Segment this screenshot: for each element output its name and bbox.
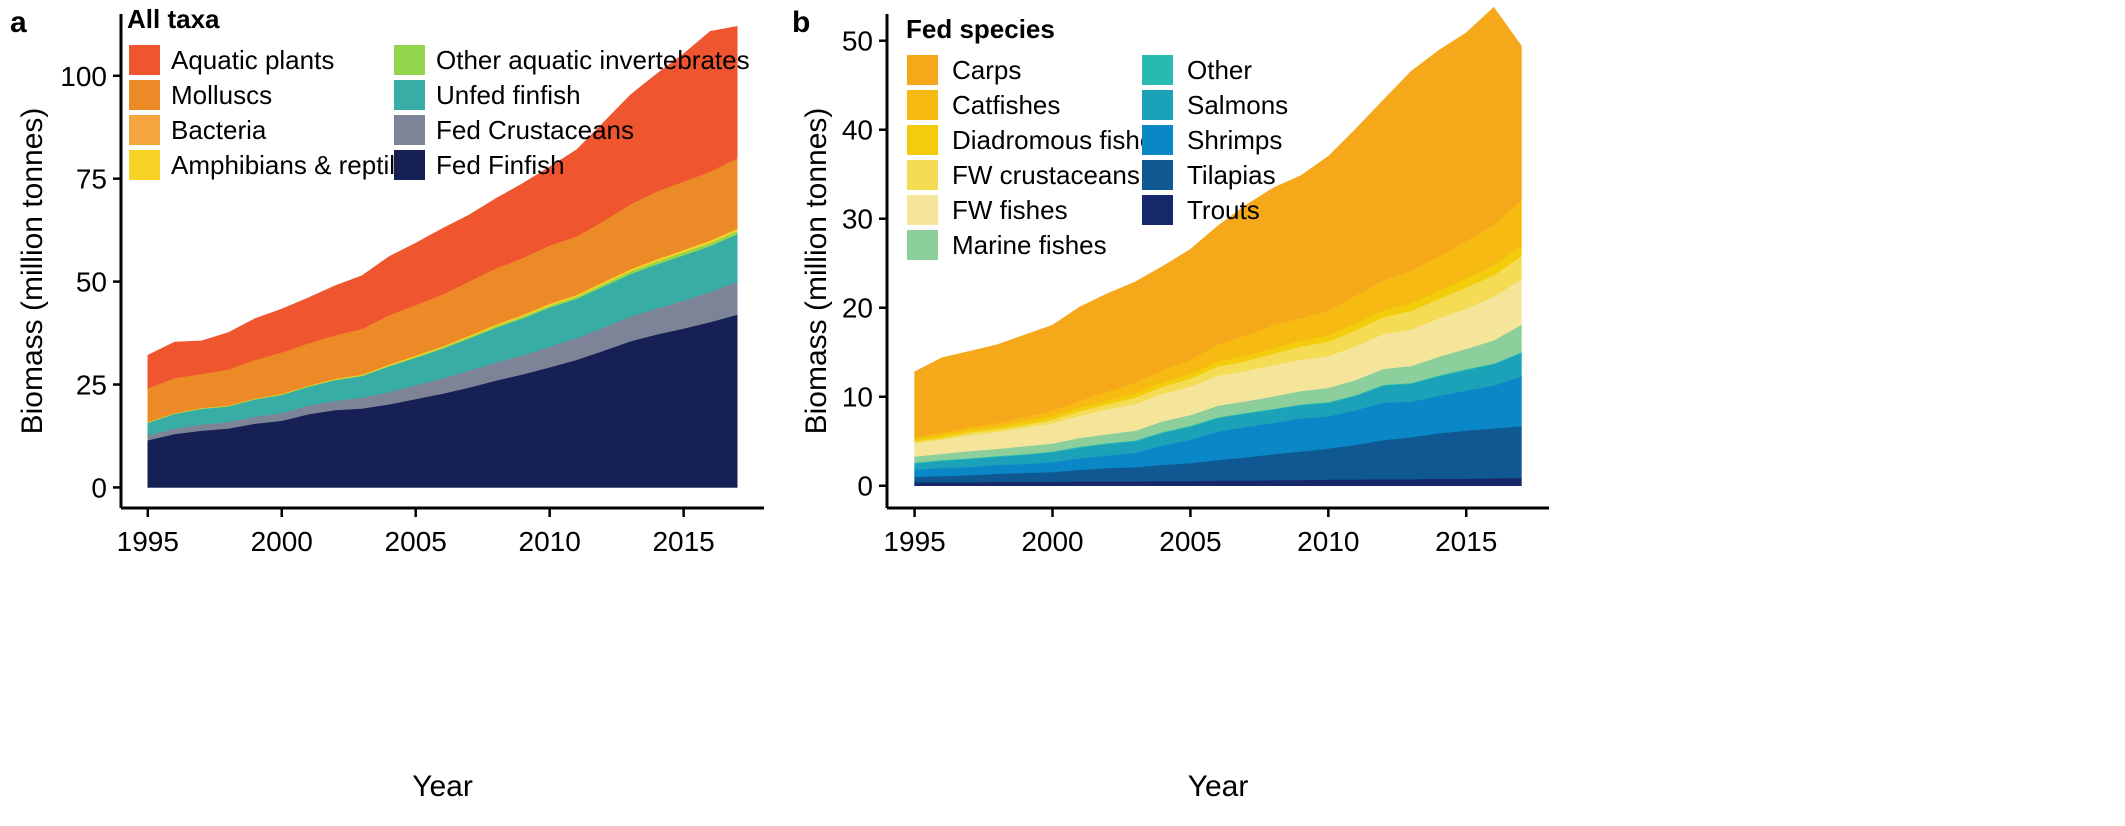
x-tick-label: 1995	[883, 526, 945, 557]
legend-swatch	[1142, 55, 1173, 85]
legend-swatch	[394, 80, 425, 110]
legend-swatch	[129, 115, 160, 145]
legend-swatch	[1142, 90, 1173, 120]
y-tick-label: 0	[857, 471, 873, 502]
legend-label: Carps	[952, 55, 1021, 85]
legend-title: All taxa	[127, 4, 220, 34]
x-tick-label: 2010	[1297, 526, 1359, 557]
x-tick-label: 2015	[1435, 526, 1497, 557]
legend-label: FW crustaceans	[952, 160, 1140, 190]
panel-letter: a	[10, 6, 27, 39]
legend-swatch	[907, 90, 938, 120]
panel-a: 0 25 50 75 100 1995 2000 2005 2010 2015 Year Biomas…	[10, 4, 764, 803]
y-tick-label: 100	[60, 61, 107, 92]
panel-b: 0 10 20 30 40 50 1995 2000 2005 2010 2015 Year Bioma…	[792, 6, 1549, 803]
legend-label: Shrimps	[1187, 125, 1282, 155]
panel-letter: b	[792, 6, 810, 39]
y-tick-label: 50	[76, 267, 107, 298]
legend: All taxa Aquatic plants Molluscs Bacteria Am…	[127, 4, 750, 180]
legend-label: Other	[1187, 55, 1252, 85]
legend-swatch	[394, 115, 425, 145]
x-tick-label: 2005	[385, 526, 447, 557]
legend-swatch	[394, 150, 425, 180]
legend-swatch	[1142, 160, 1173, 190]
legend-label: FW fishes	[952, 195, 1068, 225]
legend-swatch	[907, 195, 938, 225]
legend-label: Marine fishes	[952, 230, 1107, 260]
y-tick-label: 0	[91, 472, 107, 503]
legend-swatch	[907, 55, 938, 85]
legend-item-shrimps: Shrimps	[1142, 125, 1282, 155]
legend-swatch	[394, 45, 425, 75]
y-tick-label: 75	[76, 164, 107, 195]
y-axis-title: Biomass (million tonnes)	[800, 108, 833, 435]
legend-label: Diadromous fishes	[952, 125, 1167, 155]
legend-label: Fed Crustaceans	[436, 115, 634, 145]
legend-swatch	[1142, 195, 1173, 225]
legend-label: Aquatic plants	[171, 45, 334, 75]
legend-item-other-aquatic-invertebrates: Other aquatic invertebrates	[394, 45, 750, 75]
legend-item-salmons: Salmons	[1142, 90, 1288, 120]
legend-label: Catfishes	[952, 90, 1060, 120]
legend-label: Other aquatic invertebrates	[436, 45, 750, 75]
legend-label: Unfed finfish	[436, 80, 581, 110]
legend-label: Fed Finfish	[436, 150, 565, 180]
legend-item-tilapias: Tilapias	[1142, 160, 1276, 190]
legend-item-trouts: Trouts	[1142, 195, 1260, 225]
area-carps	[914, 6, 1522, 438]
legend-item-other: Other	[1142, 55, 1252, 85]
legend: Fed species Carps Catfishes Diadromous fish…	[906, 14, 1288, 260]
y-tick-label: 50	[842, 26, 873, 57]
x-tick-label: 2005	[1159, 526, 1221, 557]
legend-item-fed-crustaceans: Fed Crustaceans	[394, 115, 634, 145]
legend-swatch	[907, 125, 938, 155]
x-tick-label: 2010	[519, 526, 581, 557]
legend-item-unfed-finfish: Unfed finfish	[394, 80, 581, 110]
legend-item-fw-crustaceans: FW crustaceans	[907, 160, 1140, 190]
y-axis-title: Biomass (million tonnes)	[16, 108, 49, 435]
legend-title: Fed species	[906, 14, 1055, 44]
area-layers	[914, 6, 1522, 486]
legend-swatch	[1142, 125, 1173, 155]
area-layers	[147, 26, 738, 488]
legend-label: Amphibians & reptiles	[171, 150, 422, 180]
y-tick-label: 20	[842, 293, 873, 324]
y-tick-label: 10	[842, 382, 873, 413]
legend-item-fed-finfish: Fed Finfish	[394, 150, 565, 180]
x-axis-title: Year	[412, 770, 473, 803]
x-tick-label: 2000	[251, 526, 313, 557]
legend-label: Trouts	[1187, 195, 1260, 225]
legend-item-bacteria: Bacteria	[129, 115, 267, 145]
legend-label: Molluscs	[171, 80, 272, 110]
area-aquatic-plants	[147, 26, 738, 389]
legend-item-diadromous-fishes: Diadromous fishes	[907, 125, 1167, 155]
x-axis-title: Year	[1188, 770, 1249, 803]
y-tick-label: 40	[842, 115, 873, 146]
legend-swatch	[907, 160, 938, 190]
legend-swatch	[907, 230, 938, 260]
legend-item-fw-fishes: FW fishes	[907, 195, 1068, 225]
legend-swatch	[129, 80, 160, 110]
legend-label: Bacteria	[171, 115, 267, 145]
legend-label: Salmons	[1187, 90, 1288, 120]
legend-swatch	[129, 150, 160, 180]
legend-swatch	[129, 45, 160, 75]
legend-item-catfishes: Catfishes	[907, 90, 1060, 120]
legend-item-amphibians-and-reptiles: Amphibians & reptiles	[129, 150, 422, 180]
y-tick-label: 30	[842, 204, 873, 235]
legend-label: Tilapias	[1187, 160, 1276, 190]
legend-item-marine-fishes: Marine fishes	[907, 230, 1107, 260]
x-tick-label: 2015	[652, 526, 714, 557]
legend-item-aquatic-plants: Aquatic plants	[129, 45, 334, 75]
legend-item-carps: Carps	[907, 55, 1021, 85]
legend-item-molluscs: Molluscs	[129, 80, 272, 110]
x-tick-label: 1995	[117, 526, 179, 557]
y-tick-label: 25	[76, 370, 107, 401]
x-tick-label: 2000	[1021, 526, 1083, 557]
